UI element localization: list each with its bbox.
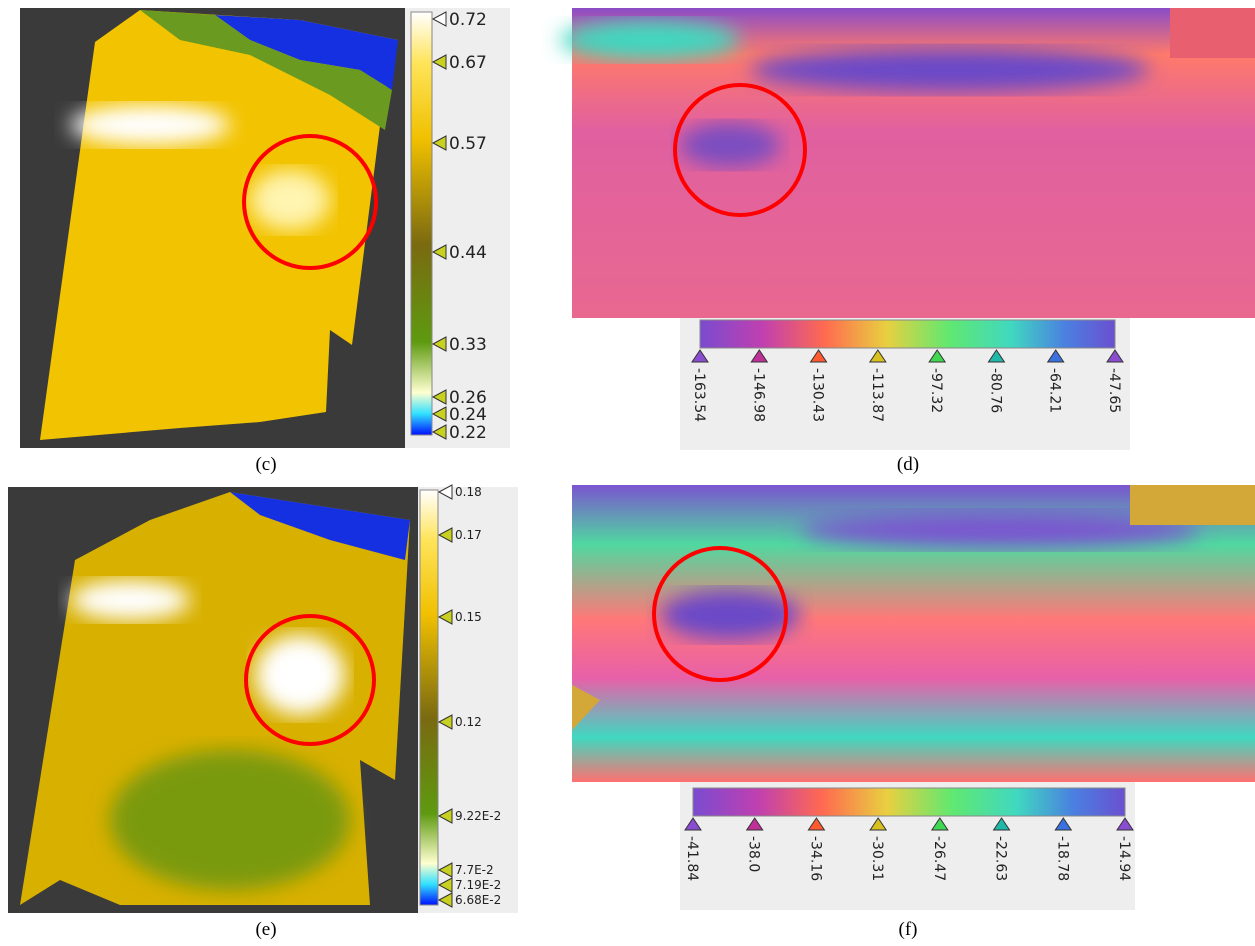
tick-marker [1116,817,1134,831]
tick-marker [930,817,949,831]
tick-label: -22.63 [993,836,1009,881]
tick-label: 9.22E-2 [455,809,501,823]
tick-label: -18.78 [1054,836,1070,881]
tick-label: 0.33 [449,335,487,355]
tick-marker [928,349,947,363]
tick-label: -80.76 [987,368,1003,413]
tick-label: 0.15 [455,610,482,624]
tick-label: 0.22 [449,423,487,443]
tick-label: 0.18 [455,485,482,499]
tick-marker [1106,349,1124,363]
tick-marker [437,484,453,500]
tick-marker [437,714,453,730]
tick-marker [437,877,453,893]
tick-marker [750,349,769,363]
tick-marker [437,862,453,878]
tick-marker [1054,817,1073,831]
tick-marker [437,892,453,908]
image-e [8,487,518,913]
tick-marker [868,349,887,363]
tick-marker [431,54,447,70]
tick-marker [807,817,826,831]
tick-marker [684,817,702,831]
tick-marker [437,609,453,625]
tick-marker [1046,349,1065,363]
tick-label: -30.31 [869,836,885,881]
tick-marker [431,406,447,422]
tick-marker [745,817,764,831]
tick-marker [992,817,1011,831]
colorbar [699,319,1116,349]
tick-label: -38.0 [746,836,762,872]
tick-marker [431,336,447,352]
caption: (f) [899,919,918,940]
tick-label: 7.19E-2 [455,878,501,892]
caption: (d) [897,454,919,475]
colorbar [692,787,1126,817]
tick-label: 0.12 [455,715,482,729]
tick-label: 0.24 [449,405,487,425]
caption: (c) [255,454,276,475]
tick-marker [437,808,453,824]
tick-label: -47.65 [1106,368,1122,413]
tick-marker [431,424,447,440]
tick-label: 0.57 [449,134,487,154]
tick-label: 7.7E-2 [455,863,494,877]
tick-label: 0.67 [449,53,487,73]
tick-label: 6.68E-2 [455,893,501,907]
tick-marker [431,389,447,405]
tick-marker [437,527,453,543]
tick-marker [809,349,828,363]
tick-marker [691,349,709,363]
tick-label: -113.87 [869,368,885,422]
tick-marker [431,11,447,27]
tick-label: 0.44 [449,243,487,263]
tick-label: -34.16 [807,836,823,881]
tick-label: -146.98 [750,368,766,422]
tick-label: -14.94 [1116,836,1132,881]
colorbar [410,11,433,436]
tick-label: 0.72 [449,10,487,30]
image-c [20,8,510,448]
tick-label: -97.32 [928,368,944,413]
tick-label: -130.43 [810,368,826,422]
tick-label: -163.54 [691,368,707,422]
colorbar [419,489,439,906]
caption: (e) [255,919,276,940]
tick-marker [431,135,447,151]
tick-marker [987,349,1006,363]
tick-marker [869,817,888,831]
tick-label: -64.21 [1047,368,1063,413]
tick-marker [431,244,447,260]
tick-label: -26.47 [931,836,947,881]
image-f [572,485,1255,910]
tick-label: 0.26 [449,388,487,408]
tick-label: -41.84 [684,836,700,881]
image-d [560,8,1255,450]
tick-label: 0.17 [455,528,482,542]
